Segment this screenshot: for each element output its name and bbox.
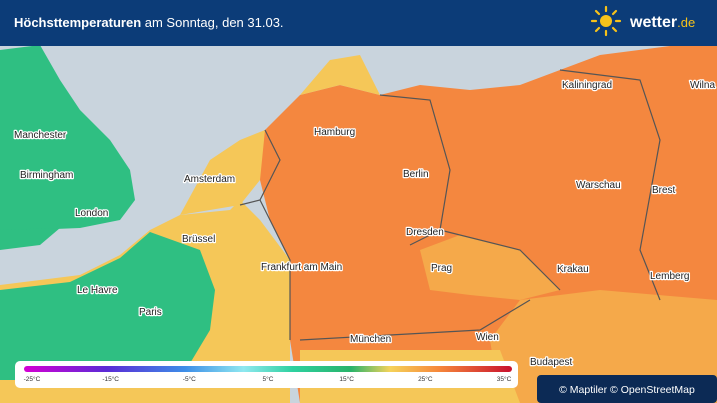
- title-rest: am Sonntag, den 31.03.: [145, 15, 284, 30]
- header-title: Höchsttemperaturen am Sonntag, den 31.03…: [14, 15, 284, 30]
- city-label: Wien: [476, 332, 499, 343]
- logo-main: wetter: [629, 14, 677, 31]
- legend-box: [15, 361, 518, 388]
- legend-tick-label: -25°C: [24, 375, 41, 383]
- city-label: Prag: [431, 263, 452, 274]
- land-denmark: [300, 55, 380, 95]
- land-uk-south: [0, 228, 60, 250]
- city-label: Paris: [139, 307, 162, 318]
- city-label: Brüssel: [182, 234, 215, 245]
- city-label: Brest: [652, 185, 676, 196]
- logo-suffix: .de: [677, 15, 695, 30]
- city-label: Kaliningrad: [562, 80, 612, 91]
- city-label: Le Havre: [77, 285, 118, 296]
- city-label: Frankfurt am Main: [261, 262, 342, 273]
- city-label: Berlin: [403, 169, 429, 180]
- city-label: Hamburg: [314, 127, 355, 138]
- legend-ticks: -25°C -15°C -5°C 5°C 15°C 25°C 35°C: [24, 375, 512, 383]
- land-southeast: [490, 290, 717, 403]
- legend-tick-label: -5°C: [183, 375, 196, 383]
- city-label: Wilna: [690, 80, 715, 91]
- city-label: Budapest: [530, 357, 572, 368]
- land-nl: [180, 130, 280, 215]
- legend-tick-label: 5°C: [263, 375, 274, 383]
- land-czech: [420, 235, 560, 300]
- city-label: München: [350, 334, 391, 345]
- attribution-box: [537, 375, 717, 403]
- legend-gradient: [24, 366, 512, 372]
- city-labels: Kaliningrad Wilna Manchester Hamburg Birming…: [13, 79, 717, 370]
- land-france-green: [0, 232, 215, 380]
- attribution: © Maptiler © OpenStreetMap: [559, 384, 695, 396]
- legend-tick-label: 25°C: [418, 375, 433, 383]
- legend-tick-label: -15°C: [102, 375, 119, 383]
- border-lines: [239, 69, 661, 341]
- logo-sun: [590, 5, 622, 37]
- title-bold: Höchsttemperaturen: [14, 15, 141, 30]
- city-label: Manchester: [14, 130, 67, 141]
- city-label: Krakau: [557, 264, 589, 275]
- city-label: Amsterdam: [184, 174, 235, 185]
- land-uk: [0, 45, 135, 235]
- city-label: Lemberg: [650, 271, 689, 282]
- header-bar: [0, 0, 717, 46]
- legend-tick-label: 35°C: [497, 375, 512, 383]
- city-label: London: [75, 208, 108, 219]
- logo-text: wetter.de: [629, 14, 695, 31]
- city-label: Dresden: [406, 227, 444, 238]
- city-label: Birmingham: [20, 170, 73, 181]
- legend-tick-label: 15°C: [339, 375, 354, 383]
- city-label: Warschau: [576, 180, 621, 191]
